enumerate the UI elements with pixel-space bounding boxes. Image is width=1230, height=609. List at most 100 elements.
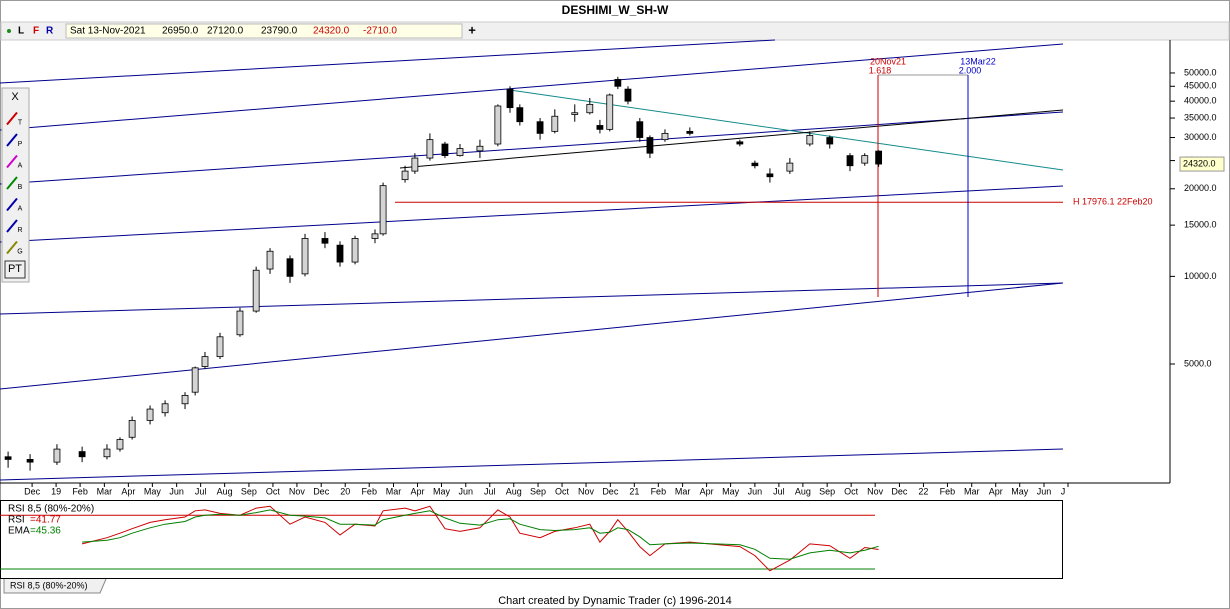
candle-body — [4, 456, 12, 460]
tool-label[interactable]: T — [18, 119, 23, 126]
candle-body — [53, 448, 61, 463]
tool-label[interactable]: B — [18, 184, 23, 191]
projection-ratio: 1.618 — [869, 65, 892, 75]
x-tick-label: Jun — [169, 486, 184, 496]
x-tick-label: Dec — [602, 486, 619, 496]
tool-button[interactable] — [4, 260, 26, 279]
x-tick-label: 19 — [51, 486, 61, 496]
y-tick-label: 15000.0 — [1184, 220, 1217, 230]
x-tick-label: Jun — [748, 486, 763, 496]
tool-label[interactable]: A — [18, 162, 23, 169]
channel-line — [0, 185, 1064, 243]
tool-label[interactable]: PT — [8, 263, 22, 275]
channel-line — [0, 448, 1064, 481]
tool-button[interactable] — [5, 239, 25, 257]
x-tick-label: Oct — [266, 486, 281, 496]
last-price-box — [1179, 156, 1225, 172]
add-button[interactable]: + — [468, 22, 476, 37]
x-tick-label: Jun — [1037, 486, 1052, 496]
x-tick-label: May — [144, 486, 162, 496]
x-tick-label: Sep — [241, 486, 257, 496]
tool-button[interactable] — [5, 110, 25, 128]
rsi-tab[interactable] — [3, 578, 107, 594]
candle-body — [216, 336, 224, 358]
tool-button[interactable] — [5, 196, 25, 214]
candle-body — [266, 250, 274, 270]
candle-body — [78, 451, 86, 458]
channel-line — [0, 43, 1064, 131]
tool-glyph — [6, 176, 18, 190]
tool-button[interactable] — [5, 153, 25, 171]
x-tick-label: Mar — [964, 486, 980, 496]
x-tick-label: Dec — [313, 486, 330, 496]
toolbar-button[interactable] — [43, 24, 57, 38]
projection-date: 13Mar22 — [960, 56, 996, 66]
tool-button[interactable] — [5, 175, 25, 192]
trend-line — [509, 89, 1064, 171]
tool-label[interactable]: G — [17, 248, 22, 255]
candle-body — [551, 115, 559, 132]
rsi-tab-label[interactable]: RSI 8,5 (80%-20%) — [10, 580, 88, 590]
y-tick-label: 20000.0 — [1184, 183, 1217, 193]
projection-ratio: 2.000 — [959, 65, 982, 75]
candle-body — [191, 367, 199, 393]
tool-button[interactable] — [5, 132, 25, 149]
legend-name: RSI — [8, 515, 25, 526]
candle-body — [596, 125, 604, 130]
x-tick-label: Nov — [578, 486, 595, 496]
candle-body — [751, 162, 759, 167]
candle-body — [571, 112, 579, 115]
tool-label[interactable]: X — [11, 91, 19, 103]
quote-low: 23790.0 — [261, 26, 298, 37]
toolbar-button[interactable] — [29, 24, 43, 38]
x-tick-label: Mar — [386, 486, 402, 496]
x-tick-label: Feb — [361, 486, 377, 496]
x-tick-label: May — [1011, 486, 1029, 496]
y-tick-label: 35000.0 — [1184, 112, 1217, 122]
candle-body — [336, 244, 344, 263]
candle-body — [636, 121, 644, 138]
candle-body — [624, 88, 632, 102]
candle-body — [411, 157, 419, 172]
y-tick-label: 10000.0 — [1184, 271, 1217, 281]
x-tick-label: Dec — [24, 486, 41, 496]
candle-body — [826, 137, 834, 145]
x-tick-label: Feb — [72, 486, 88, 496]
tool-glyph — [6, 111, 18, 126]
tool-glyph — [6, 219, 18, 233]
tool-glyph — [6, 197, 18, 212]
candle-body — [806, 135, 814, 145]
x-tick-label: Apr — [410, 486, 424, 496]
candle-body — [146, 408, 154, 421]
toolbar-button-label[interactable]: L — [18, 26, 24, 37]
x-tick-label: Aug — [217, 486, 233, 496]
tool-button[interactable] — [5, 89, 25, 106]
x-tick-label: Mar — [675, 486, 691, 496]
candle-body — [286, 258, 294, 277]
x-tick-label: Apr — [989, 486, 1003, 496]
candle-body — [103, 448, 111, 458]
toolbar-button-label[interactable]: R — [46, 26, 54, 37]
channel-line — [0, 282, 1064, 315]
legend-readout: =41.77 — [30, 515, 61, 526]
price-plot — [0, 39, 1171, 484]
x-tick-label: 21 — [629, 486, 639, 496]
toolbar-button[interactable] — [15, 24, 27, 38]
tool-button[interactable] — [5, 218, 25, 235]
x-tick-label: Sep — [819, 486, 835, 496]
candle-body — [456, 148, 464, 157]
x-tick-label: Feb — [940, 486, 956, 496]
x-tick-label: 20 — [340, 486, 350, 496]
candle-body — [606, 94, 614, 130]
quote-high: 27120.0 — [207, 26, 244, 37]
tool-label[interactable]: A — [18, 205, 23, 212]
channel-lines — [0, 39, 1064, 481]
channel-line — [0, 282, 1064, 390]
candle-body — [181, 394, 189, 405]
toolbar-button-label[interactable]: F — [33, 26, 39, 37]
candle-body — [476, 145, 484, 152]
tool-label[interactable]: R — [17, 227, 22, 234]
tool-label[interactable]: P — [18, 141, 23, 148]
